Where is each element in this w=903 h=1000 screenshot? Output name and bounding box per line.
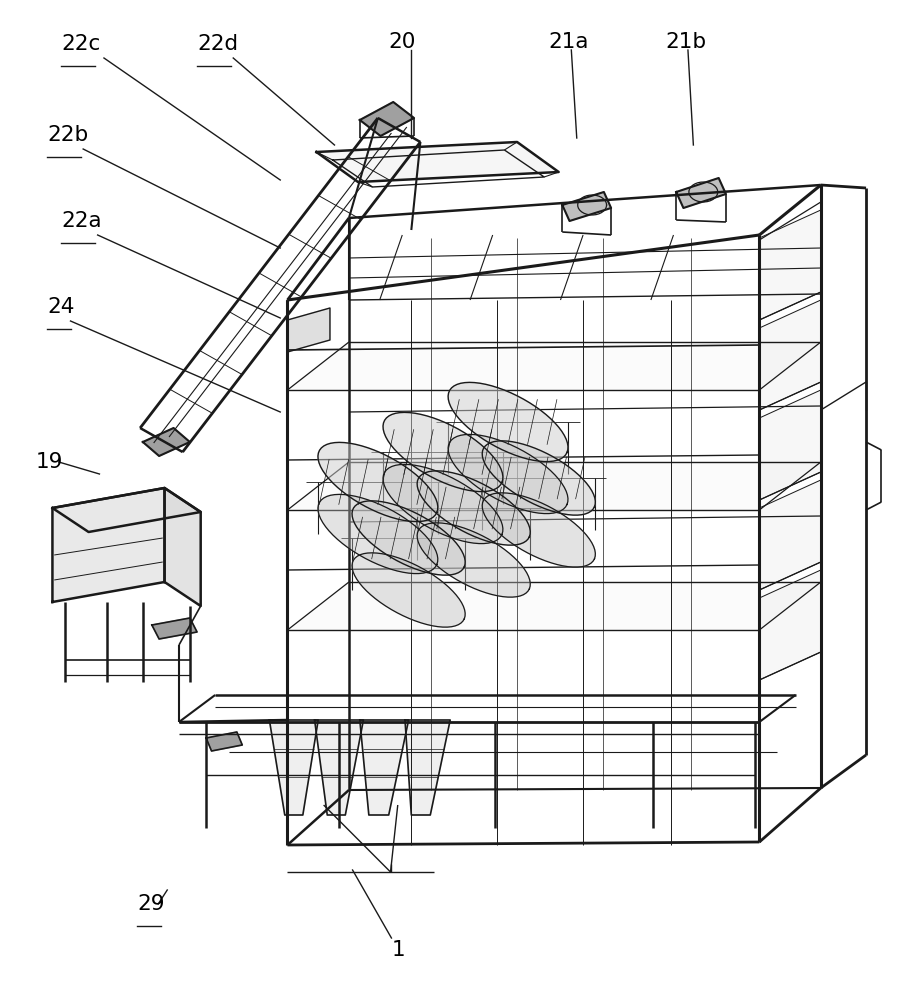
Polygon shape [759,480,820,590]
Text: 20: 20 [388,32,415,52]
Text: 24: 24 [47,297,74,317]
Polygon shape [351,553,465,627]
Text: 1: 1 [391,940,405,960]
Polygon shape [759,300,820,410]
Polygon shape [52,488,164,602]
Polygon shape [52,488,200,532]
Text: 22b: 22b [47,125,88,145]
Polygon shape [416,471,530,545]
Polygon shape [448,434,567,514]
Polygon shape [759,570,820,680]
Polygon shape [164,488,200,606]
Polygon shape [316,142,558,182]
Polygon shape [359,720,408,815]
Polygon shape [287,342,820,390]
Polygon shape [287,308,330,352]
Polygon shape [206,732,242,751]
Polygon shape [287,462,820,510]
Polygon shape [405,720,450,815]
Text: 29: 29 [137,894,164,914]
Polygon shape [416,523,530,597]
Text: 22c: 22c [61,34,100,54]
Text: 19: 19 [36,452,63,472]
Polygon shape [351,501,465,575]
Polygon shape [759,390,820,500]
Polygon shape [562,192,610,221]
Polygon shape [143,428,190,456]
Polygon shape [359,102,414,136]
Text: 22d: 22d [197,34,237,54]
Polygon shape [152,618,197,639]
Text: 22a: 22a [61,211,102,231]
Polygon shape [383,412,502,492]
Polygon shape [481,441,595,515]
Text: 21a: 21a [548,32,589,52]
Polygon shape [318,494,437,574]
Polygon shape [481,493,595,567]
Polygon shape [314,720,363,815]
Polygon shape [287,582,820,630]
Polygon shape [383,464,502,544]
Polygon shape [448,382,567,462]
Polygon shape [759,210,820,320]
Polygon shape [269,720,318,815]
Polygon shape [318,442,437,522]
Text: 21b: 21b [665,32,705,52]
Polygon shape [675,178,725,208]
